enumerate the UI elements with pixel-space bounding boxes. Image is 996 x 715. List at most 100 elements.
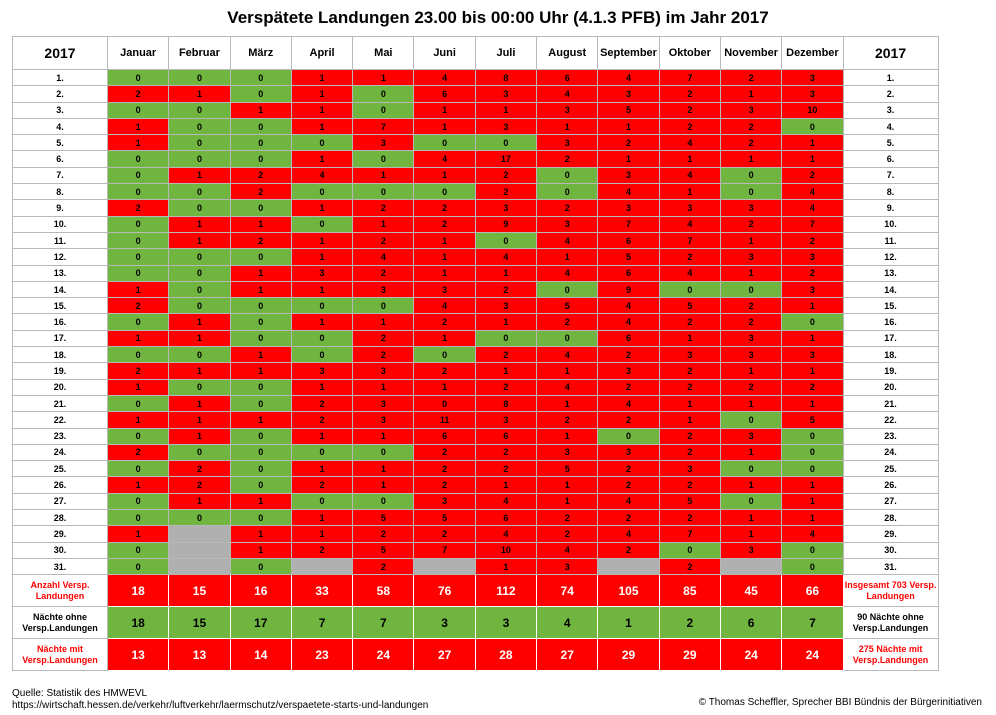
count-cell: 0	[106, 231, 170, 250]
day-label-left: 26.	[12, 476, 108, 494]
count-cell: 4	[597, 313, 660, 331]
count-cell: 1	[168, 411, 231, 429]
table-row: 30. 0 1 2 5 7 10 4 2 0 3 0 30.	[12, 541, 939, 559]
count-cell: 2	[781, 264, 844, 282]
count-cell: 0	[106, 492, 170, 511]
count-cell: 3	[781, 280, 844, 299]
summary-cell: 1	[597, 606, 660, 640]
summary-cell: 7	[781, 606, 844, 640]
count-cell: 0	[352, 443, 415, 462]
count-cell: 2	[719, 313, 783, 331]
count-cell: 0	[106, 557, 170, 576]
summary-total: 90 Nächte ohne Versp.Landungen	[842, 606, 939, 640]
count-cell: 0	[229, 443, 292, 462]
count-cell: 0	[168, 150, 231, 168]
count-cell: 2	[658, 117, 721, 136]
day-label-right: 15.	[842, 297, 939, 315]
count-cell: 3	[352, 362, 415, 380]
table-row: 26. 1 2 0 2 1 2 1 1 2 2 1 1 26.	[12, 476, 939, 494]
day-label-left: 6.	[12, 150, 108, 168]
count-cell: 4	[781, 525, 844, 543]
count-cell: 1	[106, 117, 170, 136]
summary-cell: 33	[290, 574, 354, 608]
count-cell: 3	[719, 248, 783, 266]
day-label-right: 3.	[842, 101, 939, 119]
summary-cell: 105	[597, 574, 660, 608]
summary-cell: 4	[536, 606, 599, 640]
day-label-right: 25.	[842, 460, 939, 478]
month-header: November	[719, 36, 783, 70]
count-cell: 0	[781, 541, 844, 559]
count-cell: 0	[229, 378, 292, 396]
count-cell: 2	[719, 378, 783, 396]
count-cell: 1	[413, 378, 476, 396]
count-cell: 1	[290, 280, 354, 299]
count-cell: 3	[352, 134, 415, 152]
table-row: 16. 0 1 0 1 1 2 1 2 4 2 2 0 16.	[12, 313, 939, 331]
count-cell: 2	[106, 362, 170, 380]
count-cell: 4	[597, 525, 660, 543]
count-cell: 1	[290, 313, 354, 331]
summary-cell: 66	[781, 574, 844, 608]
count-cell: 0	[352, 492, 415, 511]
count-cell: 1	[290, 101, 354, 119]
count-cell: 0	[781, 460, 844, 478]
count-cell: 0	[658, 541, 721, 559]
count-cell: 0	[168, 346, 231, 364]
count-cell: 0	[413, 183, 476, 201]
day-label-left: 5.	[12, 134, 108, 152]
count-cell: 5	[352, 509, 415, 527]
day-label-left: 23.	[12, 427, 108, 445]
count-cell: 2	[719, 117, 783, 136]
summary-cell: 17	[229, 606, 292, 640]
count-cell: 1	[106, 378, 170, 396]
count-cell: 2	[536, 313, 599, 331]
day-label-right: 26.	[842, 476, 939, 494]
count-cell: 1	[536, 476, 599, 494]
count-cell: 0	[536, 329, 599, 348]
count-cell: 2	[658, 85, 721, 103]
count-cell: 1	[168, 329, 231, 348]
count-cell: 8	[474, 394, 538, 413]
count-cell: 0	[106, 313, 170, 331]
count-cell: 4	[413, 150, 476, 168]
count-cell: 1	[229, 362, 292, 380]
summary-label: Nächte ohne Versp.Landungen	[12, 606, 108, 640]
day-label-right: 4.	[842, 117, 939, 136]
count-cell: 1	[352, 166, 415, 185]
day-label-right: 17.	[842, 329, 939, 348]
summary-cell: 16	[229, 574, 292, 608]
summary-cell: 2	[658, 606, 721, 640]
table-row: 10. 0 1 1 0 1 2 9 3 7 4 2 7 10.	[12, 215, 939, 233]
count-cell: 4	[290, 166, 354, 185]
count-cell: 1	[229, 215, 292, 233]
count-cell: 6	[413, 427, 476, 445]
count-cell: 1	[229, 411, 292, 429]
day-label-right: 6.	[842, 150, 939, 168]
month-header: März	[229, 36, 292, 70]
day-label-right: 20.	[842, 378, 939, 396]
month-header: April	[290, 36, 354, 70]
count-cell: 2	[106, 443, 170, 462]
count-cell	[168, 557, 231, 576]
count-cell: 1	[597, 117, 660, 136]
count-cell: 0	[106, 541, 170, 559]
day-label-right: 7.	[842, 166, 939, 185]
day-label-left: 1.	[12, 68, 108, 87]
count-cell: 2	[352, 525, 415, 543]
count-cell: 1	[168, 85, 231, 103]
count-cell: 1	[536, 394, 599, 413]
day-label-right: 24.	[842, 443, 939, 462]
day-label-left: 14.	[12, 280, 108, 299]
count-cell: 4	[597, 183, 660, 201]
count-cell: 0	[597, 427, 660, 445]
count-cell: 2	[352, 199, 415, 217]
summary-cell: 29	[658, 638, 721, 672]
count-cell: 0	[229, 313, 292, 331]
count-cell: 1	[290, 248, 354, 266]
count-cell: 2	[536, 199, 599, 217]
count-cell: 1	[229, 346, 292, 364]
count-cell: 3	[781, 346, 844, 364]
day-label-right: 22.	[842, 411, 939, 429]
count-cell: 8	[474, 68, 538, 87]
